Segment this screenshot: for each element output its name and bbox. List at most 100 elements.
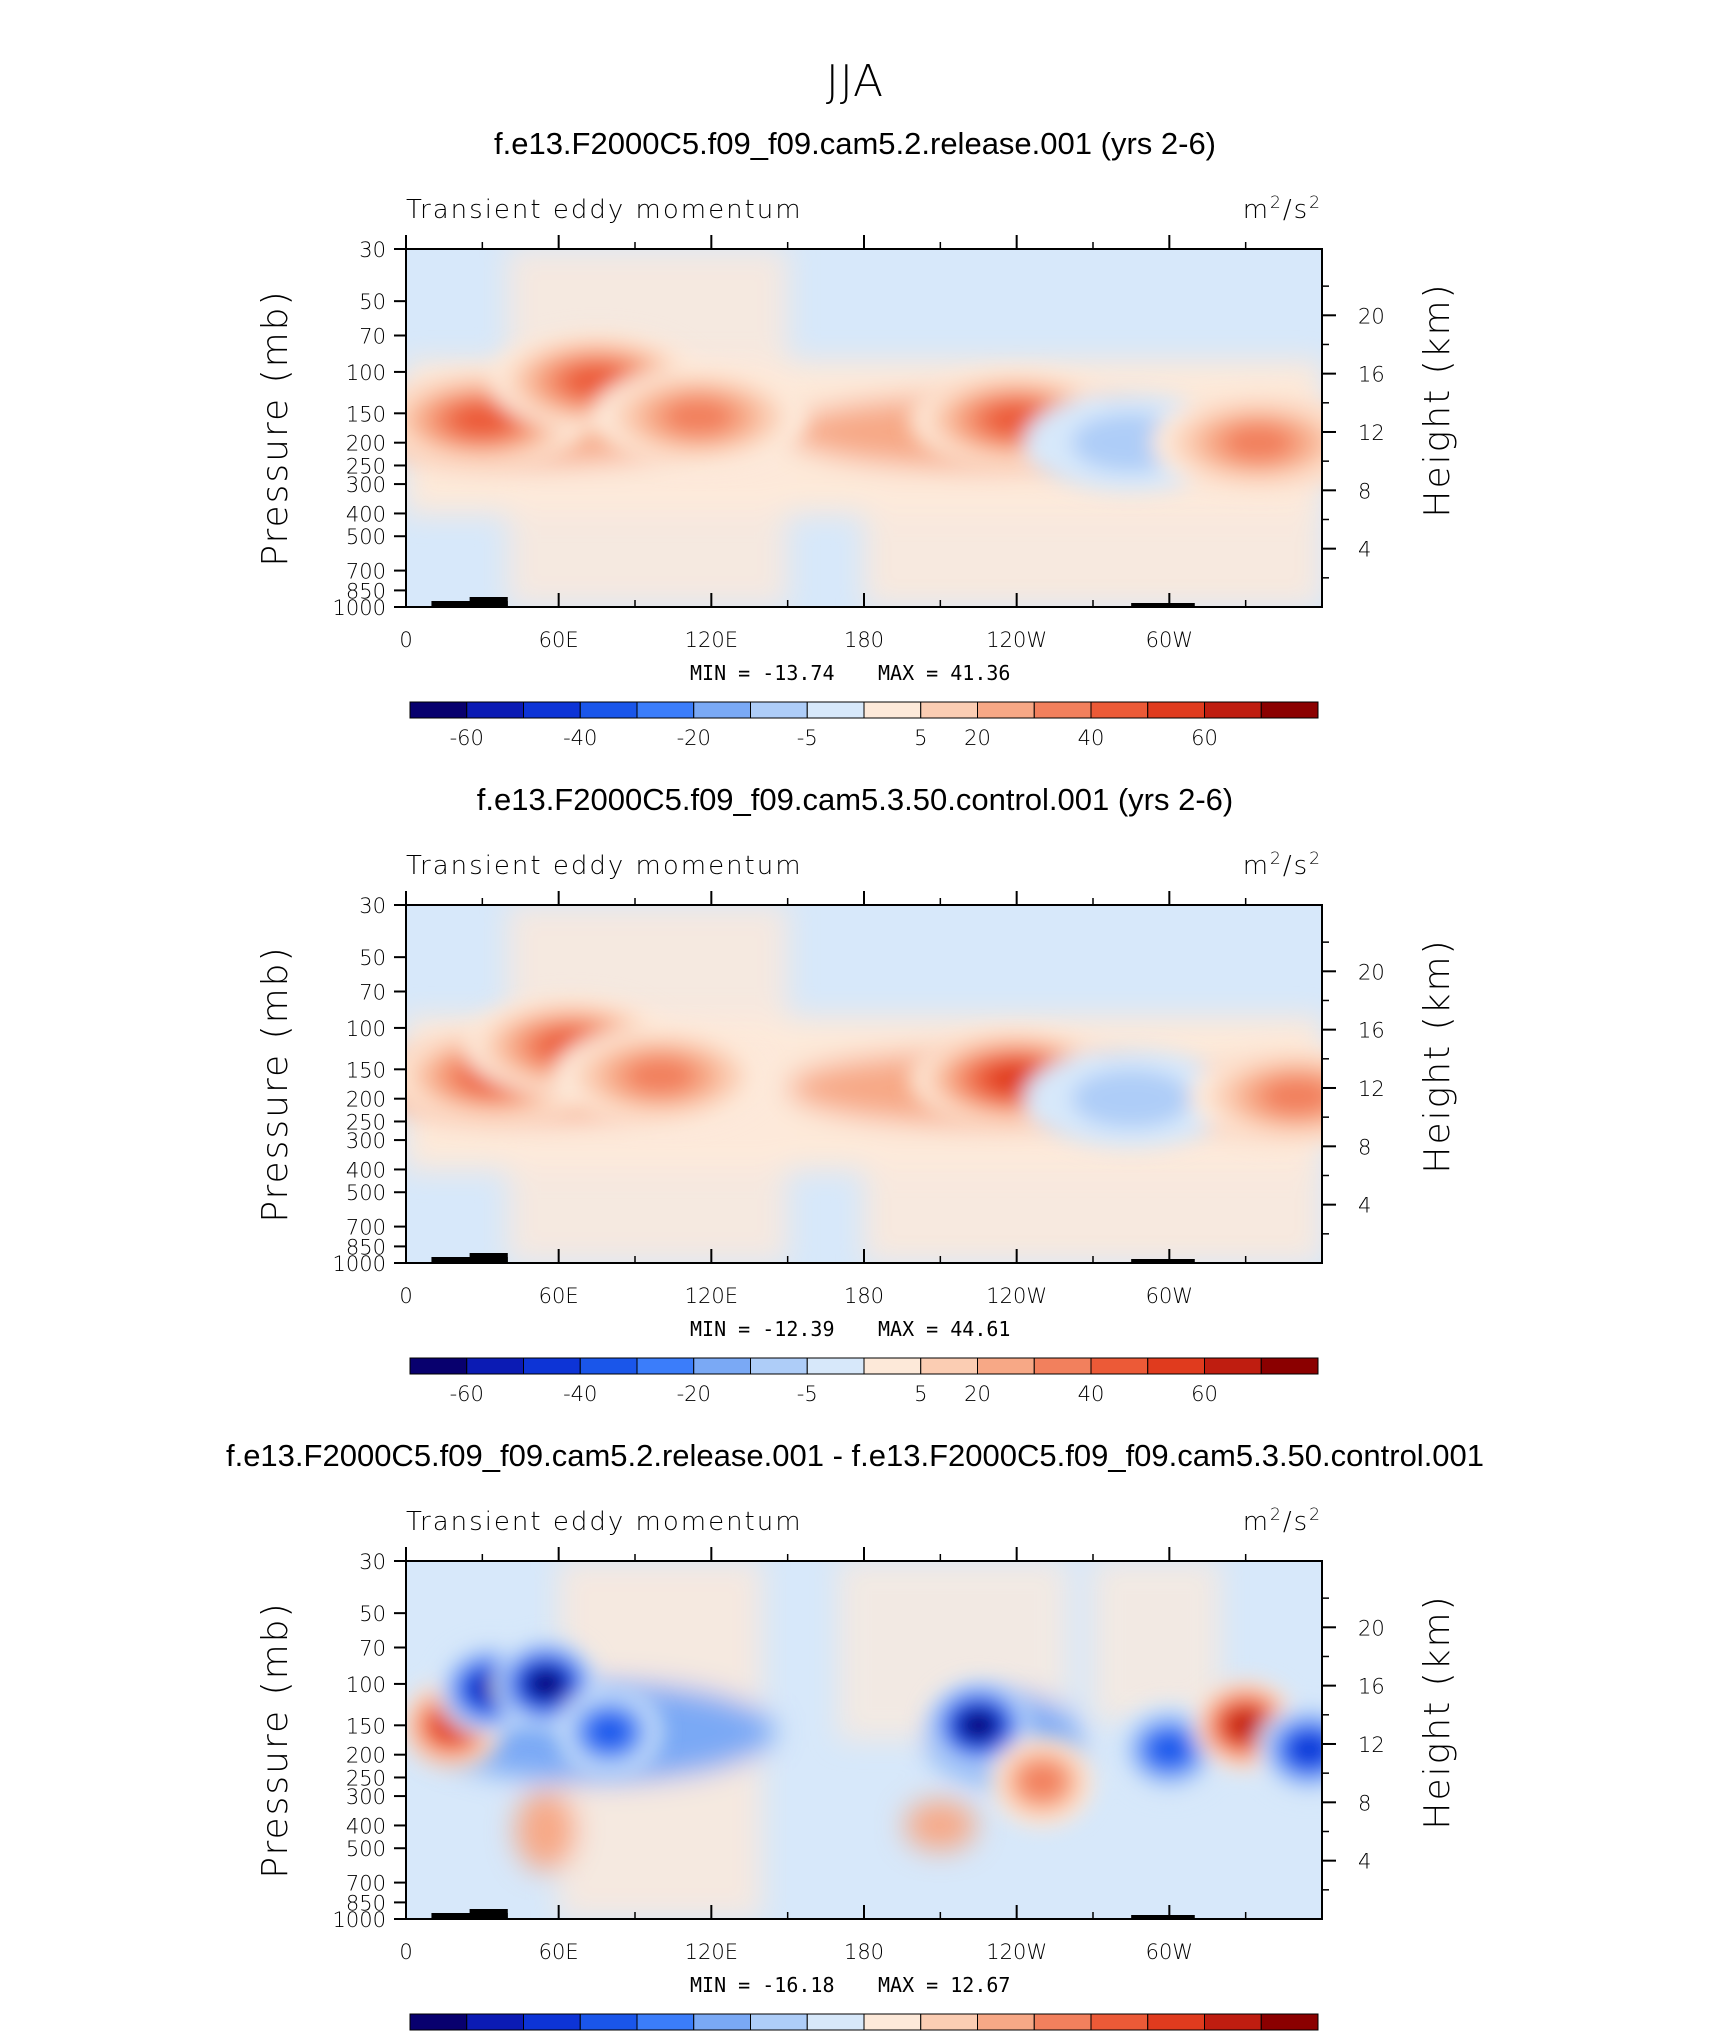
units-label: m2/s2	[1243, 193, 1322, 225]
x-tick-label: 0	[399, 1940, 412, 1964]
y-tick-label: 70	[359, 981, 386, 1005]
colorbar-label: 5	[914, 726, 927, 750]
colorbar-swatch	[750, 2013, 808, 2031]
x-tick-label: 60E	[539, 628, 579, 652]
colorbar-swatch	[693, 2013, 751, 2031]
pos-blob	[515, 1790, 577, 1871]
y-tick-label: 70	[359, 325, 386, 349]
topography	[431, 1909, 1195, 1919]
colorbar-label: 20	[964, 726, 991, 750]
colorbar-swatch	[1033, 1357, 1092, 1375]
y-tick-label: 50	[359, 946, 386, 970]
colorbar-swatch	[1260, 2013, 1319, 2031]
colorbar-swatch	[1147, 1357, 1205, 1375]
topography	[431, 597, 1195, 607]
y-tick-label: 200	[346, 1744, 386, 1768]
feature-mark	[1071, 1069, 1191, 1128]
y-tick-label: 150	[346, 1714, 386, 1738]
topo-mark	[469, 1909, 508, 1919]
colorbar-swatch	[636, 701, 695, 719]
max-value: MAX = 44.61	[878, 1317, 1010, 1341]
colorbar-swatch	[806, 701, 865, 719]
x-tick-label: 0	[399, 628, 412, 652]
min-value: MIN = -13.74	[690, 661, 835, 685]
panel-title: f.e13.F2000C5.f09_f09.cam5.3.50.control.…	[477, 782, 1234, 817]
y-tick-label: 300	[346, 473, 386, 497]
units-label: m2/s2	[1243, 1505, 1322, 1537]
x-tick-label: 60E	[539, 1284, 579, 1308]
x-tick-label: 180	[844, 1940, 884, 1964]
colorbar-label: -5	[797, 1382, 818, 1406]
colorbar-swatch	[863, 2013, 922, 2031]
colorbar-label: -40	[563, 726, 597, 750]
colorbar: -60 -40 -20 -5 5 20 40 60	[409, 1357, 1319, 1406]
x-tick-label: 180	[844, 628, 884, 652]
feature-mark	[961, 1712, 996, 1739]
y-tick-label: 300	[346, 1785, 386, 1809]
y-axis-label: Pressure (mb)	[255, 289, 296, 566]
y-tick-label: 400	[346, 1814, 386, 1838]
y2-tick-label: 8	[1358, 1135, 1371, 1159]
y2-axis-label: Height (km)	[1417, 938, 1458, 1173]
topo-mark	[1131, 603, 1195, 607]
pale-lower	[864, 1140, 1322, 1263]
colorbar-label: -60	[450, 726, 484, 750]
field-label: Transient eddy momentum	[406, 851, 803, 881]
y-tick-label: 100	[346, 1017, 386, 1041]
colorbar-swatch	[750, 1357, 808, 1375]
colorbar-swatch	[693, 701, 751, 719]
y2-tick-label: 16	[1358, 363, 1385, 387]
colorbar-swatch	[1033, 701, 1092, 719]
colorbar-swatch	[579, 1357, 638, 1375]
colorbar-label: -20	[677, 1382, 711, 1406]
y2-tick-label: 4	[1358, 1850, 1371, 1874]
x-tick-label: 0	[399, 1284, 412, 1308]
colorbar-swatch	[579, 2013, 638, 2031]
panel-2: f.e13.F2000C5.f09_f09.cam5.3.50.control.…	[255, 782, 1458, 1406]
y-tick-label: 200	[346, 1088, 386, 1112]
y-tick-label: 250	[346, 1110, 386, 1134]
feature-mark	[528, 1671, 563, 1697]
colorbar-swatch	[806, 1357, 865, 1375]
y2-tick-label: 20	[1358, 304, 1385, 328]
x-tick-label: 120W	[986, 1284, 1047, 1308]
pos-blob	[904, 1800, 976, 1851]
contour-field	[406, 1561, 1322, 1919]
min-value: MIN = -12.39	[690, 1317, 835, 1341]
feature-mark	[1227, 1711, 1264, 1739]
colorbar-label: 20	[964, 1382, 991, 1406]
y-tick-label: 70	[359, 1637, 386, 1661]
x-tick-label: 60W	[1146, 1940, 1194, 1964]
page-title: JJA	[826, 56, 884, 107]
feature-mark	[662, 398, 735, 436]
colorbar-label: 60	[1191, 1382, 1218, 1406]
y-tick-label: 700	[346, 560, 386, 584]
contour-field	[406, 249, 1322, 607]
x-tick-label: 120E	[685, 1284, 738, 1308]
panel-title: f.e13.F2000C5.f09_f09.cam5.2.release.001…	[226, 1438, 1484, 1473]
x-tick-label: 60W	[1146, 1284, 1194, 1308]
x-tick-label: 120E	[685, 1940, 738, 1964]
colorbar-swatch	[523, 2013, 581, 2031]
colorbar-swatch	[1204, 1357, 1262, 1375]
min-value: MIN = -16.18	[690, 1973, 835, 1997]
feature-mark	[1290, 1735, 1322, 1764]
y-tick-label: 200	[346, 432, 386, 456]
y2-tick-label: 20	[1358, 960, 1385, 984]
colorbar-swatch	[466, 2013, 524, 2031]
colorbar-label: 40	[1078, 1382, 1105, 1406]
colorbar-swatch	[750, 701, 808, 719]
y-tick-label: 400	[346, 1158, 386, 1182]
colorbar-swatch	[409, 2013, 468, 2031]
field-label: Transient eddy momentum	[406, 195, 803, 225]
colorbar: -12-10-8-6-4-2-10124681012	[409, 2013, 1319, 2031]
colorbar-swatch	[863, 1357, 922, 1375]
y-tick-label: 100	[346, 1673, 386, 1697]
y-axis-label: Pressure (mb)	[255, 1601, 296, 1878]
y-tick-label: 400	[346, 502, 386, 526]
x-tick-label: 120W	[986, 628, 1047, 652]
y2-tick-label: 16	[1358, 1019, 1385, 1043]
colorbar-swatch	[806, 2013, 865, 2031]
field-features	[406, 331, 1322, 493]
pale-lower	[864, 484, 1322, 607]
